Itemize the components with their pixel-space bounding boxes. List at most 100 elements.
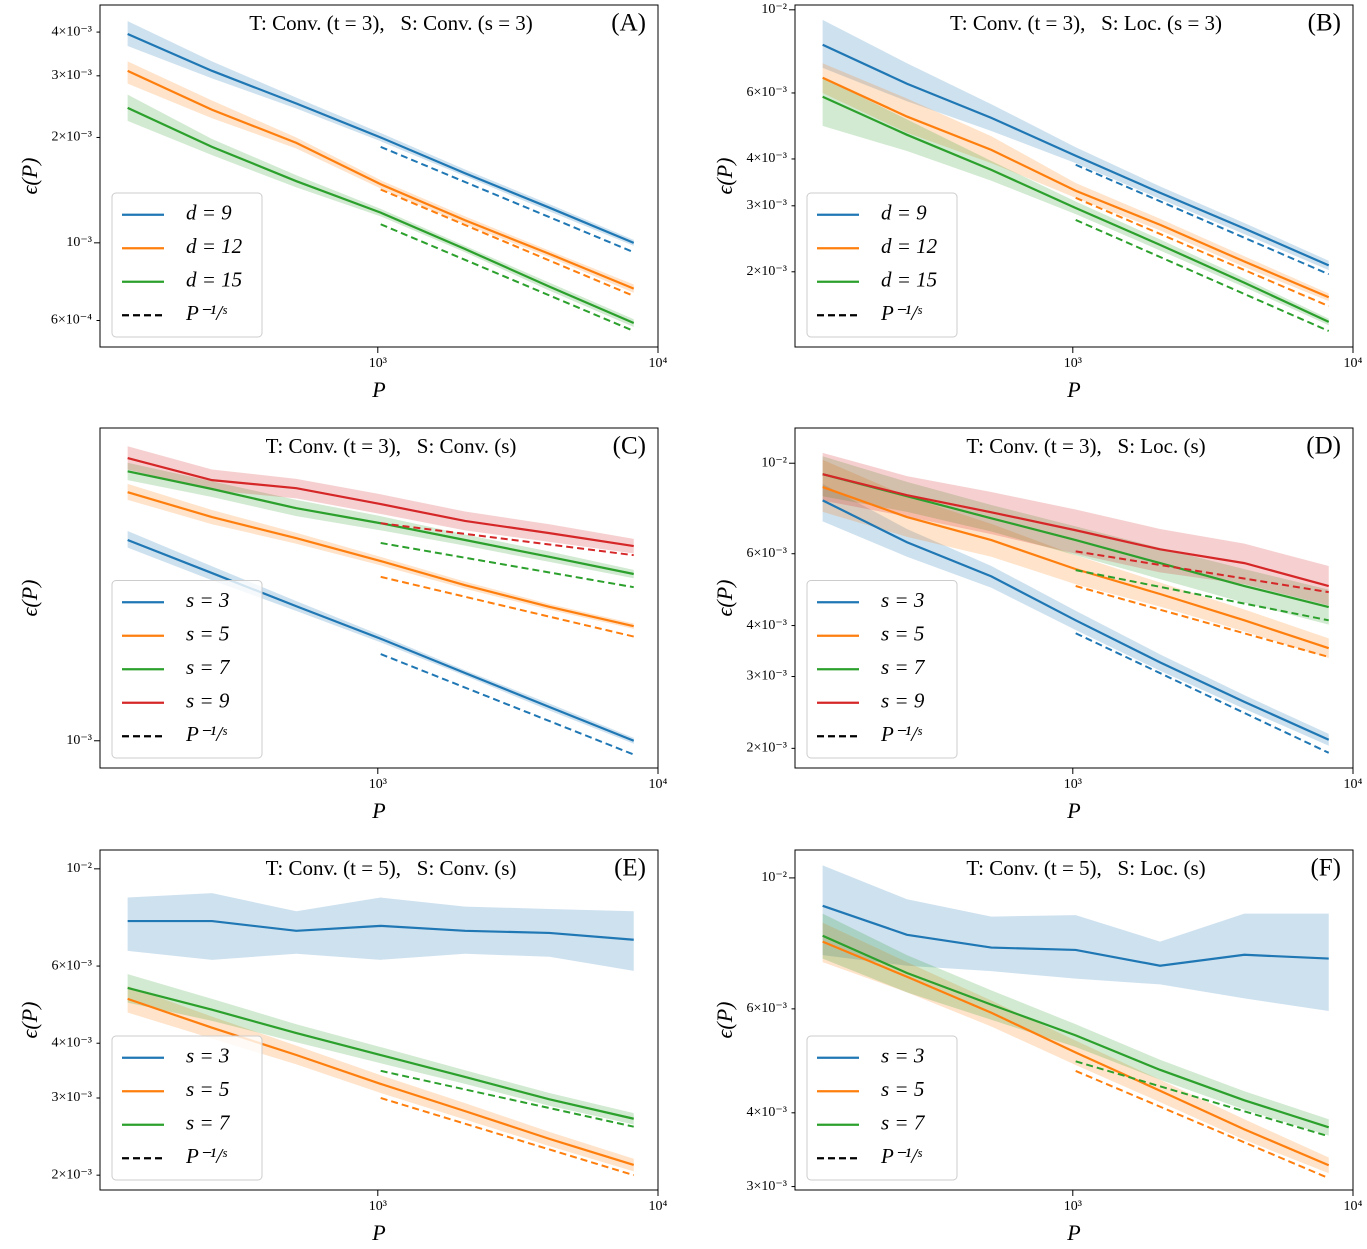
reference-line [380, 1069, 634, 1128]
y-tick-label: 3×10⁻³ [52, 68, 92, 83]
legend-box [806, 1035, 958, 1181]
series-line [822, 904, 1329, 967]
series-line [127, 69, 635, 290]
legend-label: s = 5 [881, 1077, 924, 1101]
confidence-band [822, 63, 1329, 302]
x-tick-label: 10³ [1064, 1199, 1082, 1214]
reference-line [380, 1097, 635, 1177]
y-tick-label: 2×10⁻³ [52, 130, 92, 145]
panel: 10³ 10⁴ 10⁻² 6×10⁻³ 4×10⁻³ 3×10⁻³ 2×10⁻³ T: Con… [712, 2, 1363, 402]
panel-title: T: Conv. (t = 5), S: Loc. (s) [966, 856, 1205, 880]
confidence-band [822, 19, 1329, 271]
legend-label: s = 3 [186, 588, 229, 612]
reference-line [380, 223, 635, 332]
legend-label: d = 9 [881, 201, 927, 225]
panel: 10³ 10⁴ 10⁻³ T: Conv. (t = 3), S: Conv. (s)… [17, 427, 668, 823]
panel: 10³ 10⁴ 10⁻² 6×10⁻³ 4×10⁻³ 3×10⁻³ 2×10⁻³ T: Con… [712, 427, 1363, 823]
legend: s = 3 s = 5 s = 7 s = 9 P⁻¹/ˢ [806, 580, 958, 759]
confidence-band [127, 61, 634, 293]
confidence-band [127, 446, 634, 554]
axes-frame [99, 4, 659, 348]
reference-line [1075, 163, 1330, 276]
x-axis-label: P [371, 377, 385, 402]
panel-label: (F) [1310, 855, 1341, 882]
y-axis-label: ϵ(P) [17, 1002, 42, 1039]
series-line [822, 486, 1330, 650]
series-line [822, 76, 1330, 299]
y-tick-label: 3×10⁻³ [747, 1179, 787, 1194]
x-tick-label: 10⁴ [1344, 777, 1363, 792]
panel-title: T: Conv. (t = 5), S: Conv. (s) [266, 856, 517, 880]
series-line [127, 106, 635, 325]
legend-label: s = 7 [186, 1111, 231, 1135]
series-line [127, 997, 635, 1167]
y-tick-label: 4×10⁻³ [52, 24, 92, 39]
legend-label: s = 9 [881, 689, 925, 713]
y-tick-label: 6×10⁻³ [747, 85, 787, 100]
legend-label: d = 15 [881, 268, 937, 292]
panel-label: (B) [1308, 10, 1341, 37]
legend-label: P⁻¹/ˢ [880, 301, 923, 325]
legend-label: s = 7 [881, 655, 926, 679]
y-tick-label: 6×10⁻⁴ [51, 313, 92, 328]
panel-title: T: Conv. (t = 3), S: Conv. (s = 3) [249, 11, 533, 35]
series-line [822, 499, 1330, 741]
legend-box [111, 1035, 263, 1181]
reference-line [380, 653, 635, 756]
legend-label: s = 3 [881, 1044, 924, 1068]
legend: s = 3 s = 5 s = 7 P⁻¹/ˢ [111, 1035, 263, 1181]
y-tick-label: 4×10⁻³ [52, 1035, 92, 1050]
legend-label: s = 5 [881, 622, 924, 646]
y-tick-label: 2×10⁻³ [52, 1167, 92, 1182]
x-tick-label: 10⁴ [649, 777, 668, 792]
x-axis-label: P [1066, 377, 1080, 402]
legend-box [111, 192, 263, 338]
panel-title: T: Conv. (t = 3), S: Loc. (s) [966, 434, 1205, 458]
reference-line [380, 575, 634, 638]
y-tick-label: 10⁻² [761, 2, 787, 17]
reference-line [380, 188, 635, 297]
y-tick-label: 6×10⁻³ [52, 958, 92, 973]
x-tick-label: 10⁴ [649, 1199, 668, 1214]
panel-title: T: Conv. (t = 3), S: Loc. (s = 3) [950, 11, 1222, 35]
x-tick-label: 10³ [369, 356, 387, 371]
x-tick-label: 10³ [1064, 356, 1082, 371]
y-tick-label: 3×10⁻³ [747, 198, 787, 213]
reference-line [1075, 1069, 1330, 1180]
axes-frame [99, 427, 659, 769]
y-tick-label: 2×10⁻³ [747, 741, 787, 756]
axes-frame [794, 849, 1354, 1191]
reference-line [1075, 632, 1330, 754]
legend-box [111, 580, 263, 759]
reference-line [1075, 219, 1330, 332]
reference-line [1075, 550, 1329, 594]
confidence-band [822, 913, 1329, 1136]
series-line [127, 456, 634, 548]
y-axis-label: ϵ(P) [712, 158, 737, 195]
reference-line [380, 522, 634, 557]
x-tick-label: 10⁴ [649, 356, 668, 371]
y-tick-label: 2×10⁻³ [747, 264, 787, 279]
series-line [127, 919, 634, 941]
legend-label: d = 9 [186, 201, 232, 225]
legend-label: d = 15 [186, 268, 242, 292]
y-axis-label: ϵ(P) [17, 158, 42, 195]
legend: s = 3 s = 5 s = 7 s = 9 P⁻¹/ˢ [111, 580, 263, 759]
legend-label: s = 5 [186, 622, 229, 646]
series-line [127, 538, 635, 742]
panel-label: (D) [1306, 433, 1341, 460]
reference-line [380, 542, 634, 589]
x-axis-label: P [371, 1220, 385, 1245]
axes-frame [794, 4, 1354, 348]
legend-label: s = 7 [881, 1111, 926, 1135]
series-line [822, 43, 1330, 267]
legend-label: s = 3 [186, 1044, 229, 1068]
series-line [127, 32, 635, 244]
legend-label: s = 7 [186, 655, 231, 679]
x-tick-label: 10⁴ [1344, 1199, 1363, 1214]
legend: d = 9 d = 12 d = 15 P⁻¹/ˢ [806, 192, 958, 338]
x-tick-label: 10³ [369, 777, 387, 792]
panel-label: (C) [613, 433, 646, 460]
axes-frame [99, 849, 659, 1191]
series-line [127, 491, 634, 628]
